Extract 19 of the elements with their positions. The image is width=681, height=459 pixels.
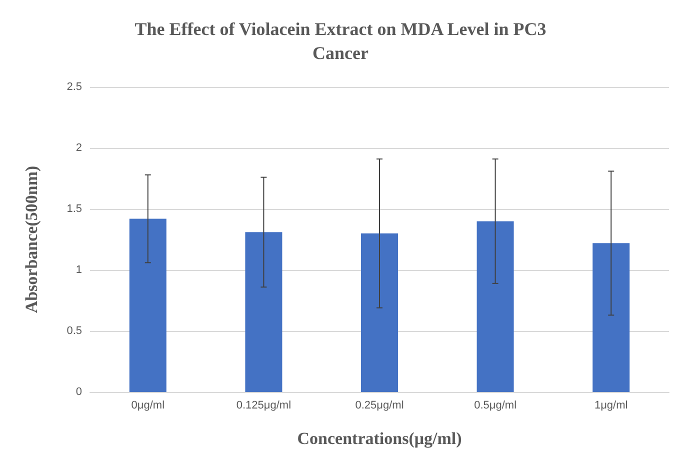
chart-title: The Effect of Violacein Extract on MDA Level in PC3 Cancer [134, 19, 546, 63]
x-tick-label: 0μg/ml [131, 400, 165, 412]
y-tick-label: 1 [76, 264, 82, 276]
x-tick-label: 0.5μg/ml [474, 400, 517, 412]
y-tick-label: 2 [76, 142, 82, 154]
bar [361, 233, 398, 392]
bar [129, 218, 166, 392]
y-tick-label: 1.5 [66, 203, 82, 215]
x-tick-label: 0.125μg/ml [236, 400, 292, 412]
bar [245, 232, 282, 392]
x-axis-title: Concentrations(μg/ml) [297, 429, 462, 448]
y-tick-label: 0 [76, 386, 82, 398]
bar [476, 221, 514, 392]
bar [592, 243, 630, 392]
y-tick-label: 2.5 [66, 81, 82, 93]
y-tick-label: 0.5 [66, 325, 82, 337]
x-tick-label: 0.25μg/ml [355, 400, 404, 412]
y-axis-title: Absorbance(500nm) [22, 166, 41, 314]
x-tick-label: 1μg/ml [594, 400, 628, 412]
